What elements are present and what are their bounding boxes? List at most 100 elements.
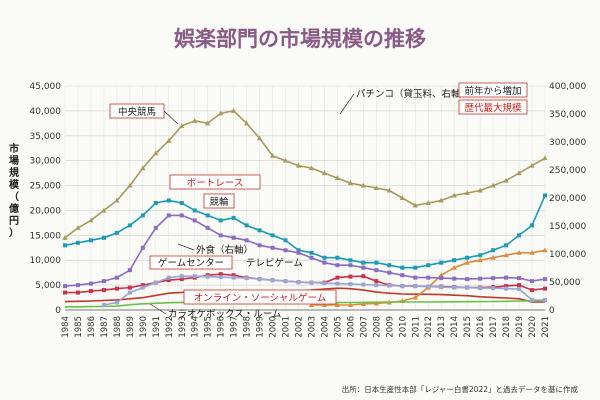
data-point [140, 213, 145, 218]
data-point [542, 155, 548, 161]
x-tick-label: 1991 [152, 316, 162, 338]
data-point [413, 265, 418, 270]
data-point [179, 274, 184, 279]
data-point [166, 198, 171, 203]
data-point [244, 238, 249, 243]
x-tick-label: 1999 [256, 316, 266, 338]
data-point [296, 280, 301, 285]
y-label-char: 円 [9, 215, 19, 227]
data-point [530, 223, 535, 228]
data-point [438, 272, 444, 278]
data-point [374, 260, 379, 265]
data-point [153, 200, 158, 205]
data-point [63, 243, 67, 248]
series-layer [62, 108, 548, 308]
data-point [88, 289, 93, 294]
data-point [270, 278, 275, 283]
x-tick-label: 2018 [502, 316, 512, 338]
data-point [335, 263, 340, 268]
leader-karaoke [149, 303, 167, 315]
data-point [412, 294, 418, 300]
data-point [309, 255, 314, 260]
data-point [205, 225, 210, 230]
x-tick-label: 2012 [424, 316, 434, 338]
x-tick-label: 2003 [307, 316, 317, 338]
x-tick-label: 1990 [139, 316, 149, 338]
leader-gaishoku [177, 243, 195, 251]
data-point [335, 255, 340, 260]
x-tick-label: 1998 [243, 316, 253, 338]
y-label-char: 模 [9, 178, 20, 191]
data-point [465, 277, 470, 282]
left-tick-label: 15,000 [30, 231, 62, 241]
data-point [63, 284, 67, 289]
y-label-char: ） [9, 226, 19, 239]
data-point [348, 258, 353, 263]
data-point [504, 243, 509, 248]
x-tick-label: 2001 [282, 316, 292, 338]
data-point [504, 275, 509, 280]
data-point [127, 285, 132, 290]
data-point [386, 187, 392, 193]
data-point [231, 273, 236, 278]
annotation-record-box [458, 99, 528, 115]
data-point [114, 300, 119, 305]
x-tick-label: 2014 [450, 316, 460, 338]
data-point [244, 276, 249, 281]
data-point [360, 182, 366, 188]
right-tick-label: 250,000 [549, 166, 586, 176]
right-tick-label: 400,000 [549, 82, 586, 92]
right-tick-label: 0 [549, 306, 555, 316]
data-point [75, 290, 80, 295]
data-point [166, 275, 171, 280]
annotation-boat: ボートレース [187, 178, 244, 189]
data-point [400, 273, 405, 278]
x-axis-ticks: 1984 1985 1986 1987 1988 1989 1990 1991 1992 1993… [61, 316, 551, 338]
data-point [452, 276, 457, 281]
data-point [412, 202, 418, 208]
data-point [153, 225, 158, 230]
x-tick-label: 1995 [204, 316, 214, 338]
data-point [127, 290, 132, 295]
data-point [308, 165, 315, 171]
data-point [166, 137, 172, 143]
leader-chuo-keiba [163, 110, 179, 125]
data-point [543, 277, 547, 282]
data-point [309, 250, 314, 255]
data-point [464, 259, 470, 265]
left-tick-label: 5,000 [35, 281, 61, 291]
data-point [360, 301, 366, 307]
data-point [296, 248, 301, 253]
x-tick-label: 2009 [385, 316, 395, 338]
data-point [269, 152, 276, 158]
data-point [101, 207, 107, 213]
data-point [179, 123, 185, 128]
data-point [257, 277, 262, 282]
data-point [308, 302, 315, 308]
data-point [166, 213, 171, 218]
x-tick-label: 1992 [165, 316, 175, 338]
data-point [516, 170, 522, 176]
data-point [62, 235, 68, 240]
data-point [231, 108, 237, 113]
x-tick-label: 1986 [87, 316, 97, 338]
x-tick-label: 1993 [178, 316, 188, 338]
data-point [283, 238, 288, 243]
data-point [140, 245, 145, 250]
data-point [491, 248, 496, 253]
annotation-keirin: 競輪 [209, 196, 229, 208]
left-tick-label: 30,000 [30, 157, 62, 167]
data-point [439, 276, 444, 281]
data-point [179, 213, 184, 218]
data-point [543, 298, 547, 303]
data-point [387, 283, 392, 288]
data-point [244, 223, 249, 228]
data-point [322, 255, 327, 260]
annotation-increase-box [458, 82, 528, 98]
data-point [63, 290, 67, 295]
data-point [477, 187, 483, 193]
annotation-record: 歴代最大規模 [464, 102, 522, 114]
data-point [347, 180, 354, 186]
data-point [530, 279, 535, 284]
data-point [361, 282, 366, 287]
